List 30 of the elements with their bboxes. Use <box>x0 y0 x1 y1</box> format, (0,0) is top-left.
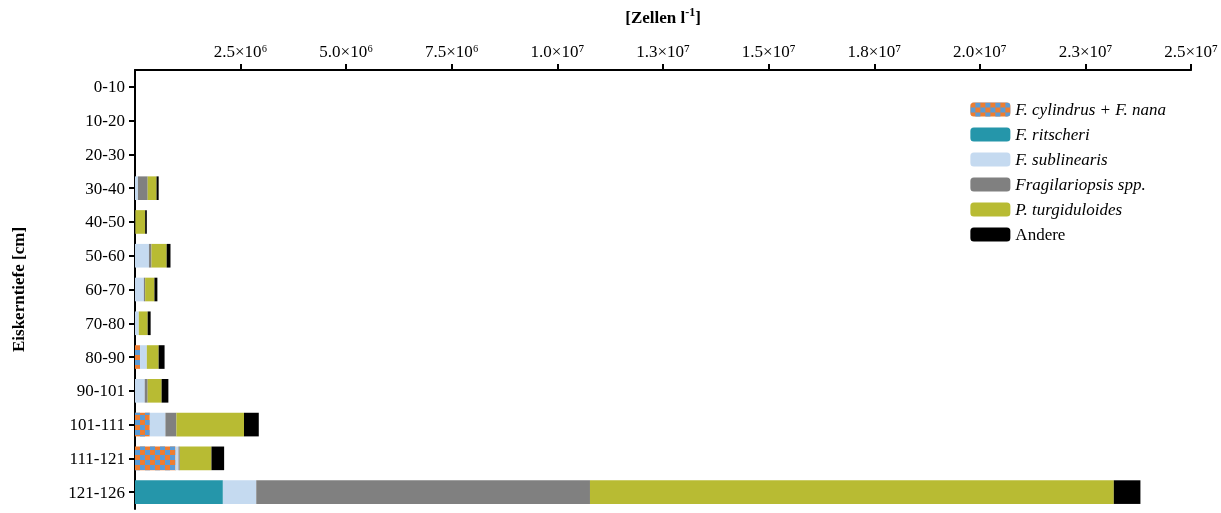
y-tick-label: 70-80 <box>85 313 125 333</box>
y-axis-title: Eiskerntiefe [cm] <box>9 226 28 353</box>
x-tick-label: 5.0×10⁶ <box>319 42 374 61</box>
y-tick-label: 10-20 <box>85 111 125 131</box>
legend-label: F. cylindrus + F. nana <box>1014 100 1167 119</box>
y-tick-label: 40-50 <box>85 212 125 232</box>
x-tick-label: 7.5×10⁶ <box>424 42 479 61</box>
legend-label: F. ritscheri <box>1014 125 1090 144</box>
legend-label: F. sublinearis <box>1014 150 1109 169</box>
y-tick-label: 60-70 <box>85 280 125 299</box>
y-tick-label: 90-101 <box>76 381 125 401</box>
x-tick-label: 1.0×10⁷ <box>530 42 585 61</box>
x-tick-label: 1.8×10⁷ <box>847 42 902 61</box>
x-tick-label: 2.5×10⁶ <box>213 42 268 61</box>
legend-label: Fragilariopsis spp. <box>1014 175 1146 194</box>
y-tick-label: 0-10 <box>93 77 125 97</box>
y-tick-label: 111-121 <box>69 448 125 468</box>
y-tick-label: 20-30 <box>85 144 125 164</box>
x-tick-label: 2.3×10⁷ <box>1058 42 1113 61</box>
x-tick-label: 1.5×10⁷ <box>741 42 796 61</box>
y-tick-label: 121-126 <box>68 482 125 502</box>
x-tick-label: 2.0×10⁷ <box>953 42 1007 61</box>
legend-label: Andere <box>1015 225 1066 244</box>
legend-label: P. turgiduloides <box>1014 200 1123 219</box>
y-tick-label: 50-60 <box>85 246 125 266</box>
y-tick-label: 80-90 <box>85 347 125 367</box>
x-tick-label: 2.5×10⁷ <box>1164 42 1219 61</box>
x-tick-label: 1.3×10⁷ <box>636 42 691 61</box>
y-tick-label: 30-40 <box>85 178 125 198</box>
y-tick-label: 101-111 <box>69 415 125 435</box>
